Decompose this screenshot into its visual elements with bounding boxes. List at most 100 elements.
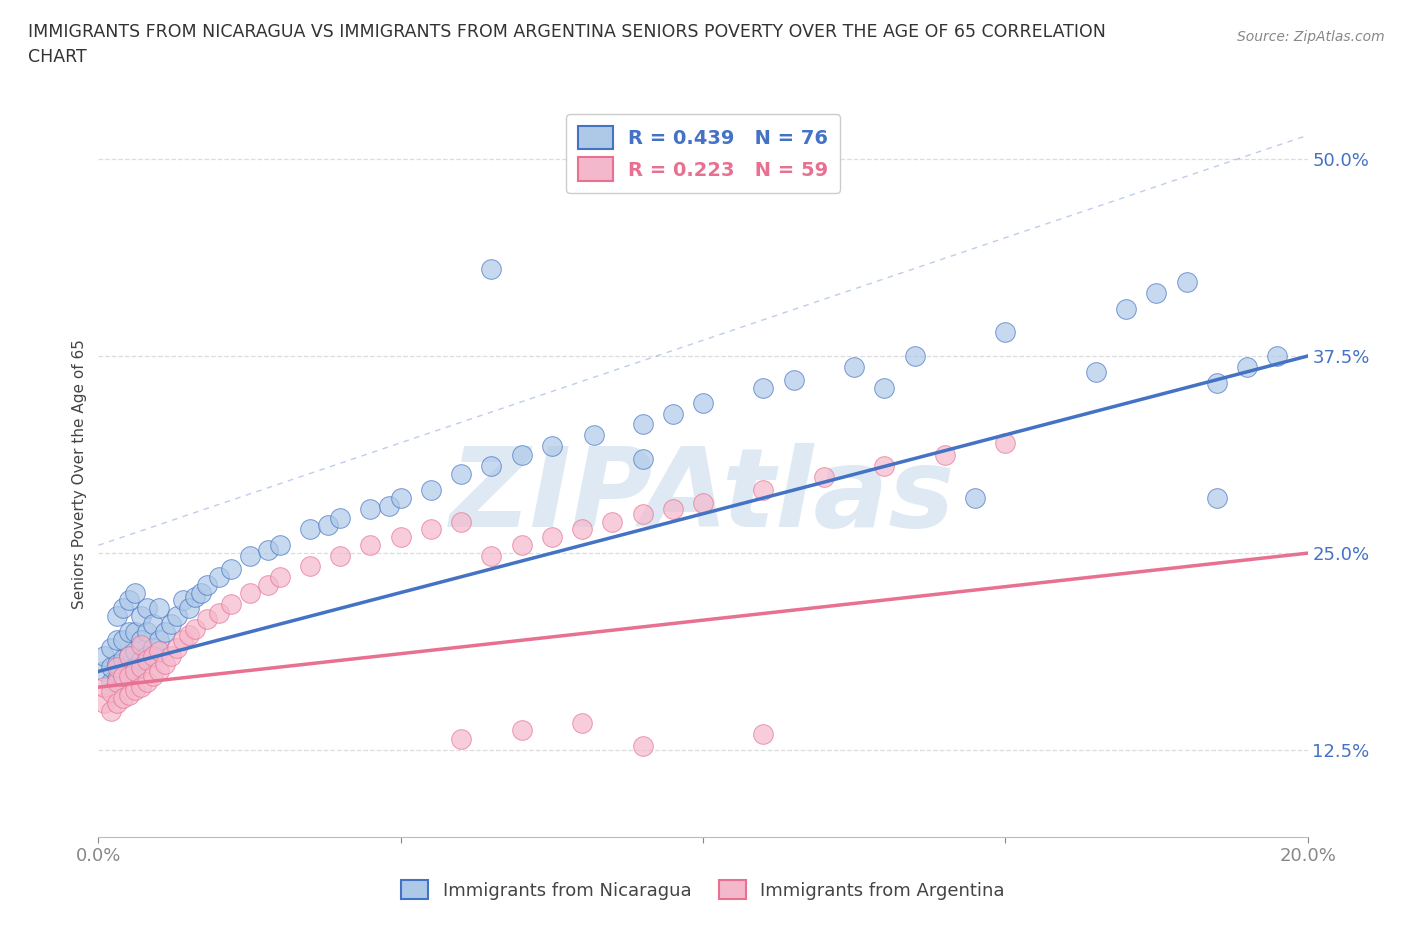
Point	[450, 467, 472, 482]
Point	[100, 641, 122, 656]
Point	[631, 451, 654, 466]
Point	[118, 625, 141, 640]
Point	[571, 716, 593, 731]
Point	[1236, 360, 1258, 375]
Point	[1267, 349, 1289, 364]
Point	[904, 349, 927, 364]
Point	[153, 625, 176, 640]
Point	[179, 601, 201, 616]
Point	[100, 675, 122, 690]
Point	[195, 612, 218, 627]
Point	[631, 417, 654, 432]
Point	[450, 732, 472, 747]
Y-axis label: Seniors Poverty Over the Age of 65: Seniors Poverty Over the Age of 65	[72, 339, 87, 609]
Point	[540, 530, 562, 545]
Point	[752, 727, 775, 742]
Point	[93, 664, 115, 679]
Point	[100, 684, 122, 699]
Point	[105, 632, 128, 647]
Point	[239, 585, 262, 600]
Point	[135, 648, 157, 663]
Point	[172, 632, 194, 647]
Point	[184, 590, 207, 604]
Point	[329, 549, 352, 564]
Point	[360, 538, 382, 552]
Point	[118, 664, 141, 679]
Point	[148, 664, 170, 679]
Point	[118, 687, 141, 702]
Point	[100, 659, 122, 674]
Point	[389, 530, 412, 545]
Point	[221, 562, 243, 577]
Point	[329, 511, 352, 525]
Point	[135, 601, 157, 616]
Point	[111, 601, 134, 616]
Point	[256, 578, 278, 592]
Point	[692, 496, 714, 511]
Point	[873, 459, 896, 474]
Point	[256, 542, 278, 557]
Point	[571, 522, 593, 537]
Point	[135, 675, 157, 690]
Point	[142, 648, 165, 663]
Point	[239, 549, 262, 564]
Point	[100, 703, 122, 718]
Point	[111, 691, 134, 706]
Point	[111, 632, 134, 647]
Point	[190, 585, 212, 600]
Point	[752, 483, 775, 498]
Point	[510, 448, 533, 463]
Point	[661, 501, 683, 516]
Point	[510, 723, 533, 737]
Point	[965, 490, 987, 505]
Point	[129, 659, 152, 674]
Point	[844, 360, 866, 375]
Point	[93, 680, 115, 695]
Point	[105, 696, 128, 711]
Point	[153, 656, 176, 671]
Point	[184, 621, 207, 636]
Point	[93, 648, 115, 663]
Point	[583, 428, 606, 443]
Point	[135, 653, 157, 668]
Point	[1206, 376, 1229, 391]
Point	[994, 435, 1017, 450]
Point	[166, 641, 188, 656]
Point	[172, 593, 194, 608]
Text: CHART: CHART	[28, 48, 87, 66]
Point	[160, 648, 183, 663]
Point	[389, 490, 412, 505]
Point	[179, 628, 201, 643]
Point	[111, 651, 134, 666]
Point	[481, 549, 503, 564]
Point	[813, 470, 835, 485]
Point	[129, 653, 152, 668]
Point	[124, 625, 146, 640]
Point	[208, 569, 231, 584]
Point	[602, 514, 624, 529]
Point	[1144, 286, 1167, 300]
Point	[299, 558, 322, 573]
Point	[994, 325, 1017, 339]
Point	[450, 514, 472, 529]
Point	[221, 596, 243, 611]
Point	[124, 585, 146, 600]
Point	[360, 501, 382, 516]
Point	[1115, 301, 1137, 316]
Point	[540, 438, 562, 453]
Point	[481, 262, 503, 277]
Point	[692, 396, 714, 411]
Point	[124, 683, 146, 698]
Point	[631, 506, 654, 521]
Point	[420, 522, 443, 537]
Point	[934, 448, 956, 463]
Point	[148, 601, 170, 616]
Point	[124, 644, 146, 658]
Point	[873, 380, 896, 395]
Point	[1085, 365, 1108, 379]
Point	[316, 517, 339, 532]
Text: IMMIGRANTS FROM NICARAGUA VS IMMIGRANTS FROM ARGENTINA SENIORS POVERTY OVER THE : IMMIGRANTS FROM NICARAGUA VS IMMIGRANTS …	[28, 23, 1107, 41]
Point	[129, 637, 152, 652]
Point	[299, 522, 322, 537]
Point	[118, 669, 141, 684]
